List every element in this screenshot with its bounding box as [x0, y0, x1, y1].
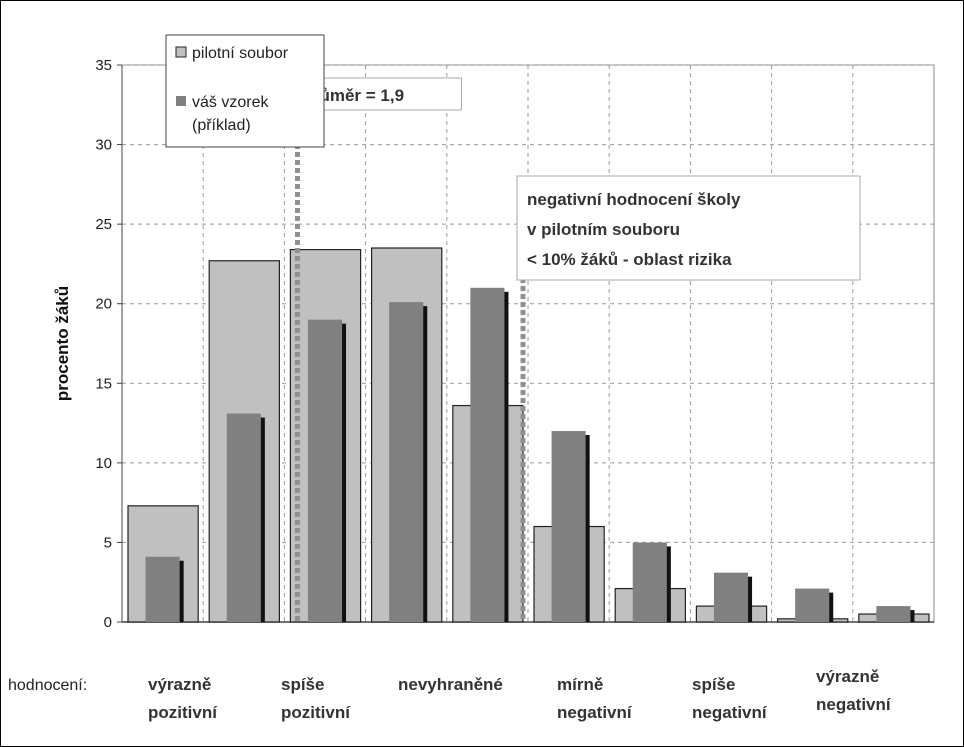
category-label: negativní	[557, 703, 633, 722]
risk-text-line: < 10% žáků - oblast rizika	[527, 250, 732, 269]
bar-sample-shadow	[259, 417, 265, 622]
category-label: výrazně	[816, 667, 879, 686]
y-tick-label: 15	[95, 375, 112, 392]
bar-sample	[389, 302, 424, 622]
bar-sample-shadow	[909, 610, 915, 622]
category-label: nevyhraněné	[398, 675, 503, 694]
bar-sample-shadow	[178, 560, 184, 622]
bar-sample	[307, 319, 343, 622]
bar-sample-shadow	[422, 306, 428, 622]
bar-sample-shadow	[665, 546, 671, 622]
y-tick-label: 35	[95, 57, 112, 74]
bar-sample	[795, 588, 830, 622]
category-label: spíše	[692, 675, 735, 694]
bar-sample-shadow	[747, 576, 753, 622]
legend-label-sample: váš vzorek	[192, 94, 269, 111]
category-label: negativní	[692, 703, 768, 722]
legend-swatch-sample	[176, 96, 186, 106]
y-tick-label: 5	[104, 534, 112, 551]
legend-label-sample-note: (příklad)	[192, 117, 251, 134]
legend-swatch-pilot	[175, 46, 187, 58]
x-prefix-label: hodnocení:	[8, 677, 87, 694]
bar-sample	[551, 431, 586, 622]
y-tick-label: 0	[104, 614, 112, 631]
bar-sample	[632, 542, 667, 622]
y-tick-label: 20	[95, 296, 112, 313]
risk-text-line: negativní hodnocení školy	[527, 190, 741, 209]
mean-label: průměr = 1,9	[302, 86, 404, 105]
risk-text-line: v pilotním souboru	[527, 220, 680, 239]
bar-sample-shadow	[584, 435, 590, 622]
category-label: pozitivní	[281, 703, 351, 722]
bar-sample	[713, 572, 749, 622]
bar-sample	[876, 606, 911, 622]
legend-label-pilot: pilotní soubor	[192, 45, 289, 62]
bar-sample-shadow	[503, 291, 509, 622]
category-label: spíše	[281, 675, 324, 694]
bar-sample	[470, 287, 505, 622]
category-label: výrazně	[148, 675, 211, 694]
bar-sample-shadow	[828, 592, 834, 622]
bar-sample-shadow	[341, 323, 347, 622]
y-axis-label: procento žáků	[53, 286, 72, 401]
y-tick-label: 10	[95, 455, 112, 472]
y-tick-label: 30	[95, 137, 112, 154]
legend-box	[165, 34, 325, 148]
y-tick-label: 25	[95, 216, 112, 233]
risk-box	[516, 175, 861, 281]
category-label: mírně	[557, 675, 603, 694]
category-label: pozitivní	[148, 703, 218, 722]
bar-sample	[226, 413, 261, 622]
bar-sample	[145, 556, 180, 622]
category-label: negativní	[816, 695, 892, 714]
